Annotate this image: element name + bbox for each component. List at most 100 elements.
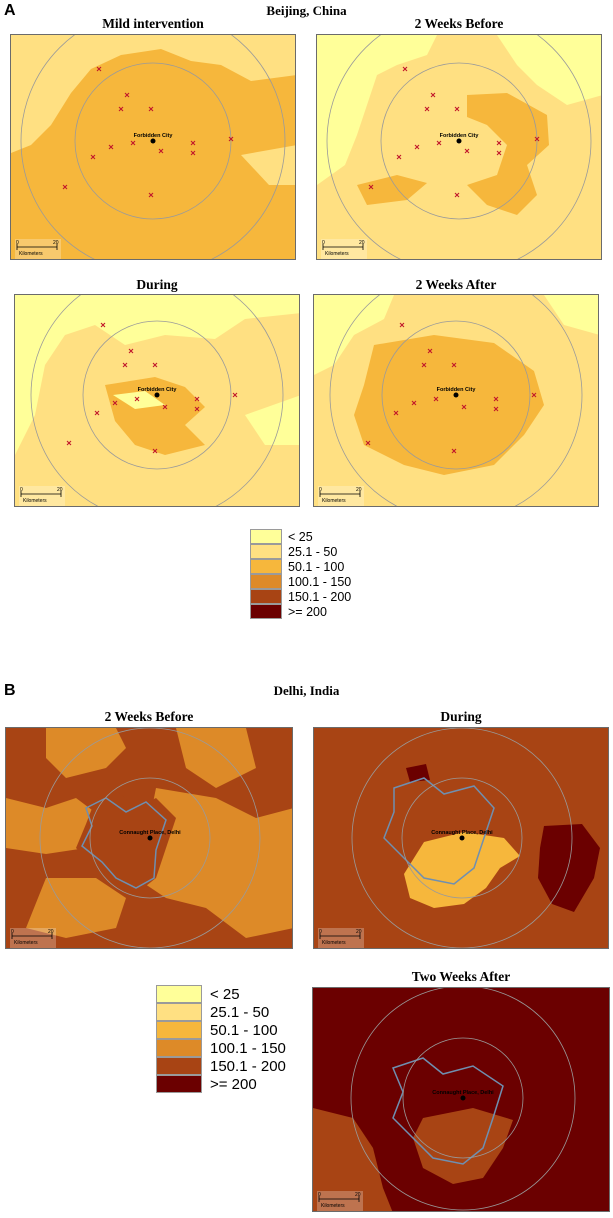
monitoring-station-marker: [365, 440, 371, 446]
scale-bar: 0 20 Kilometers: [317, 1191, 363, 1211]
legend-item: 100.1 - 150: [250, 574, 351, 589]
monitoring-station-marker: [96, 66, 102, 72]
monitoring-station-marker: [134, 396, 140, 402]
legend-item: 25.1 - 50: [156, 1003, 286, 1021]
legend-swatch: [156, 1021, 202, 1039]
monitoring-station-marker: [451, 448, 457, 454]
svg-text:0: 0: [322, 240, 325, 246]
monitoring-station-marker: [451, 362, 457, 368]
center-point-marker: [154, 392, 160, 398]
center-point-marker: [453, 392, 459, 398]
legend-swatch: [156, 1039, 202, 1057]
legend-swatch: [250, 589, 282, 604]
map-delhi-two-weeks-after: Connaught Place, Delhi 0 20 Kilometers: [312, 987, 610, 1212]
legend-swatch: [156, 1075, 202, 1093]
map-title-during-beijing: During: [136, 277, 178, 292]
monitoring-station-marker: [194, 406, 200, 412]
monitoring-station-marker: [90, 154, 96, 160]
monitoring-station-marker: [421, 362, 427, 368]
monitoring-station-marker: [411, 400, 417, 406]
center-point-label: Forbidden City: [138, 387, 178, 393]
legend-label: 100.1 - 150: [288, 574, 352, 589]
monitoring-station-marker: [534, 136, 540, 142]
svg-text:20: 20: [359, 240, 365, 246]
monitoring-station-marker: [427, 348, 433, 354]
monitoring-station-marker: [94, 410, 100, 416]
monitoring-station-marker: [118, 106, 124, 112]
legend-item: 100.1 - 150: [156, 1039, 286, 1057]
svg-text:Kilometers: Kilometers: [322, 498, 346, 504]
panel-b-title: Delhi, India: [273, 683, 340, 698]
monitoring-station-marker: [158, 148, 164, 154]
monitoring-station-marker: [128, 348, 134, 354]
scale-bar: 0 20 Kilometers: [10, 928, 56, 948]
svg-text:Kilometers: Kilometers: [322, 940, 346, 946]
legend-label: 50.1 - 100: [210, 1021, 278, 1039]
monitoring-station-marker: [152, 362, 158, 368]
monitoring-station-marker: [190, 150, 196, 156]
monitoring-station-marker: [454, 192, 460, 198]
legend-swatch: [250, 604, 282, 619]
legend-label: >= 200: [288, 604, 327, 619]
monitoring-station-marker: [232, 392, 238, 398]
legend-swatch: [250, 559, 282, 574]
monitoring-station-marker: [402, 66, 408, 72]
monitoring-station-marker: [228, 136, 234, 142]
monitoring-station-marker: [148, 106, 154, 112]
map-title-2-weeks-after-beijing: 2 Weeks After: [415, 277, 497, 292]
legend-item: >= 200: [250, 604, 351, 619]
map-title-2-weeks-before-delhi: 2 Weeks Before: [104, 709, 194, 724]
svg-text:20: 20: [356, 929, 362, 935]
monitoring-station-marker: [496, 150, 502, 156]
map-title-two-weeks-after-delhi: Two Weeks After: [411, 969, 511, 984]
svg-text:0: 0: [318, 1192, 321, 1198]
center-point-marker: [147, 835, 153, 841]
svg-text:0: 0: [11, 929, 14, 935]
monitoring-station-marker: [414, 144, 420, 150]
legend-item: 150.1 - 200: [156, 1057, 286, 1075]
map-beijing-2-weeks-before: Forbidden City 0 20 Kilometers: [316, 34, 602, 260]
panel-b-letter: B: [4, 682, 16, 699]
center-point-label: Forbidden City: [134, 133, 174, 139]
monitoring-station-marker: [396, 154, 402, 160]
monitoring-station-marker: [393, 410, 399, 416]
center-point-label: Forbidden City: [440, 133, 480, 139]
monitoring-station-marker: [496, 140, 502, 146]
center-point-label: Connaught Place, Delhi: [119, 830, 181, 836]
monitoring-station-marker: [130, 140, 136, 146]
legend-item: < 25: [250, 529, 351, 544]
svg-text:20: 20: [53, 240, 59, 246]
svg-text:0: 0: [16, 240, 19, 246]
monitoring-station-marker: [368, 184, 374, 190]
center-point-marker: [460, 1095, 466, 1101]
legend-beijing: < 25 25.1 - 50 50.1 - 100 100.1 - 150 150.1 …: [250, 529, 351, 619]
center-point-label: Connaught Place, Delhi: [432, 1090, 494, 1096]
map-title-during-delhi: During: [440, 709, 482, 724]
legend-item: 50.1 - 100: [156, 1021, 286, 1039]
legend-label: 150.1 - 200: [210, 1057, 286, 1075]
monitoring-station-marker: [100, 322, 106, 328]
svg-text:20: 20: [57, 487, 63, 493]
center-point-marker: [459, 835, 465, 841]
scale-bar: 0 20 Kilometers: [318, 486, 364, 506]
legend-swatch: [250, 574, 282, 589]
monitoring-station-marker: [436, 140, 442, 146]
svg-text:20: 20: [355, 1192, 361, 1198]
legend-label: 25.1 - 50: [210, 1003, 270, 1021]
legend-label: < 25: [210, 985, 240, 1003]
legend-item: 25.1 - 50: [250, 544, 351, 559]
map-beijing-mild-intervention: Forbidden City 0 20 Kilometers: [10, 34, 296, 260]
map-delhi-2-weeks-before: Connaught Place, Delhi 0 20 Kilometers: [5, 727, 293, 949]
legend-item: < 25: [156, 985, 286, 1003]
map-beijing-during: Forbidden City 0 20 Kilometers: [14, 294, 300, 507]
map-delhi-during: Connaught Place, Delhi 0 20 Kilometers: [313, 727, 609, 949]
monitoring-station-marker: [190, 140, 196, 146]
legend-item: 150.1 - 200: [250, 589, 351, 604]
monitoring-station-marker: [122, 362, 128, 368]
center-point-marker: [150, 138, 156, 144]
svg-text:20: 20: [356, 487, 362, 493]
legend-item: >= 200: [156, 1075, 286, 1093]
legend-item: 50.1 - 100: [250, 559, 351, 574]
legend-swatch: [156, 1003, 202, 1021]
legend-delhi: < 25 25.1 - 50 50.1 - 100 100.1 - 150 150.1 …: [156, 985, 286, 1093]
